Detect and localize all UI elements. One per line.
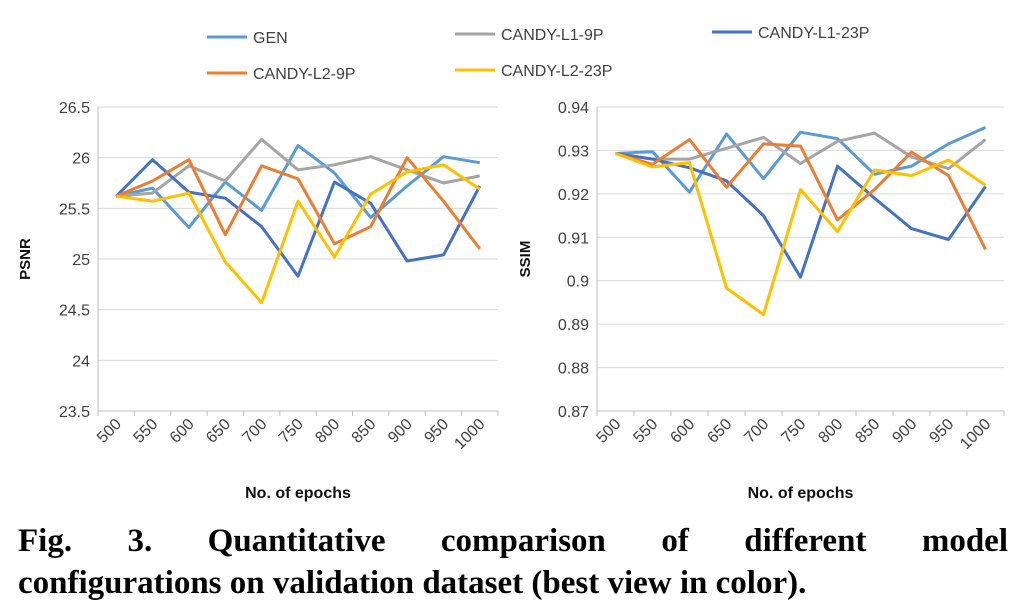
series-line-candy-l2-9p [615, 138, 987, 251]
y-tick-label: 0.93 [558, 143, 589, 160]
x-tick-label: 850 [349, 416, 380, 447]
x-tick-label: 800 [312, 416, 343, 447]
x-tick-label: 600 [667, 416, 698, 447]
y-tick-label: 0.94 [558, 100, 589, 117]
y-tick-label: 0.92 [558, 187, 589, 204]
y-tick-label: 26 [72, 151, 90, 168]
x-tick-label: 500 [94, 416, 125, 447]
x-tick-label: 550 [630, 416, 661, 447]
legend-label: CANDY-L1-23P [758, 25, 869, 42]
y-axis-title: SSIM [517, 241, 534, 278]
x-axis-title: No. of epochs [748, 485, 854, 502]
x-tick-label: 650 [704, 416, 735, 447]
figure: GEN CANDY-L1-9P CANDY-L1-23P CANDY-L2-9P CAN… [17, 25, 1005, 502]
x-tick-label: 600 [167, 416, 198, 447]
series-line-candy-l2-23p [614, 152, 987, 317]
x-tick-label: 950 [421, 416, 452, 447]
y-tick-label: 0.9 [567, 274, 589, 291]
x-tick-label: 1000 [957, 416, 994, 453]
x-tick-label: 750 [778, 416, 809, 447]
x-tick-label: 800 [815, 416, 846, 447]
x-tick-label: 550 [130, 416, 161, 447]
y-tick-label: 26.5 [59, 100, 90, 117]
y-tick-label: 0.88 [558, 361, 589, 378]
series-line-candy-l1-23p [115, 158, 482, 278]
x-axis-title: No. of epochs [245, 485, 351, 502]
x-tick-label: 1000 [451, 416, 488, 453]
y-tick-label: 25 [72, 252, 90, 269]
psnr-chart: 23.5 24 24.5 25 25.5 26 26.5 500 550 600 650 700 750… [17, 100, 499, 502]
y-tick-label: 24 [72, 353, 90, 370]
legend-label: GEN [253, 30, 288, 47]
x-tick-label: 900 [385, 416, 416, 447]
series-line-candy-l2-23p [115, 163, 481, 305]
caption-line-1: Fig. 3. Quantitative comparison of diffe… [18, 523, 1008, 559]
ssim-chart: 0.87 0.88 0.89 0.9 0.91 0.92 0.93 0.94 500 550 600… [517, 100, 1005, 502]
x-tick-label: 650 [203, 416, 234, 447]
y-axis-title: PSNR [17, 238, 34, 280]
figure-caption: Fig. 3. Quantitative comparison of diffe… [18, 520, 1008, 604]
legend-label: CANDY-L2-23P [501, 63, 612, 80]
series-line-candy-l2-9p [115, 156, 481, 250]
y-tick-label: 25.5 [59, 201, 90, 218]
series-line-gen [115, 144, 481, 230]
caption-line-2: configurations on validation dataset (be… [18, 565, 807, 601]
y-tick-label: 24.5 [59, 303, 90, 320]
x-tick-label: 900 [889, 416, 920, 447]
x-tick-label: 700 [240, 416, 271, 447]
legend-label: CANDY-L1-9P [501, 27, 604, 44]
y-tick-label: 0.91 [558, 230, 589, 247]
x-tick-label: 750 [276, 416, 307, 447]
legend-label: CANDY-L2-9P [253, 66, 356, 83]
legend: GEN CANDY-L1-9P CANDY-L1-23P CANDY-L2-9P CAN… [207, 25, 869, 83]
x-tick-label: 850 [852, 416, 883, 447]
x-tick-label: 500 [593, 416, 624, 447]
y-tick-label: 23.5 [59, 404, 90, 421]
x-tick-label: 700 [741, 416, 772, 447]
y-tick-label: 0.87 [558, 404, 589, 421]
y-tick-label: 0.89 [558, 317, 589, 334]
x-tick-label: 950 [926, 416, 957, 447]
